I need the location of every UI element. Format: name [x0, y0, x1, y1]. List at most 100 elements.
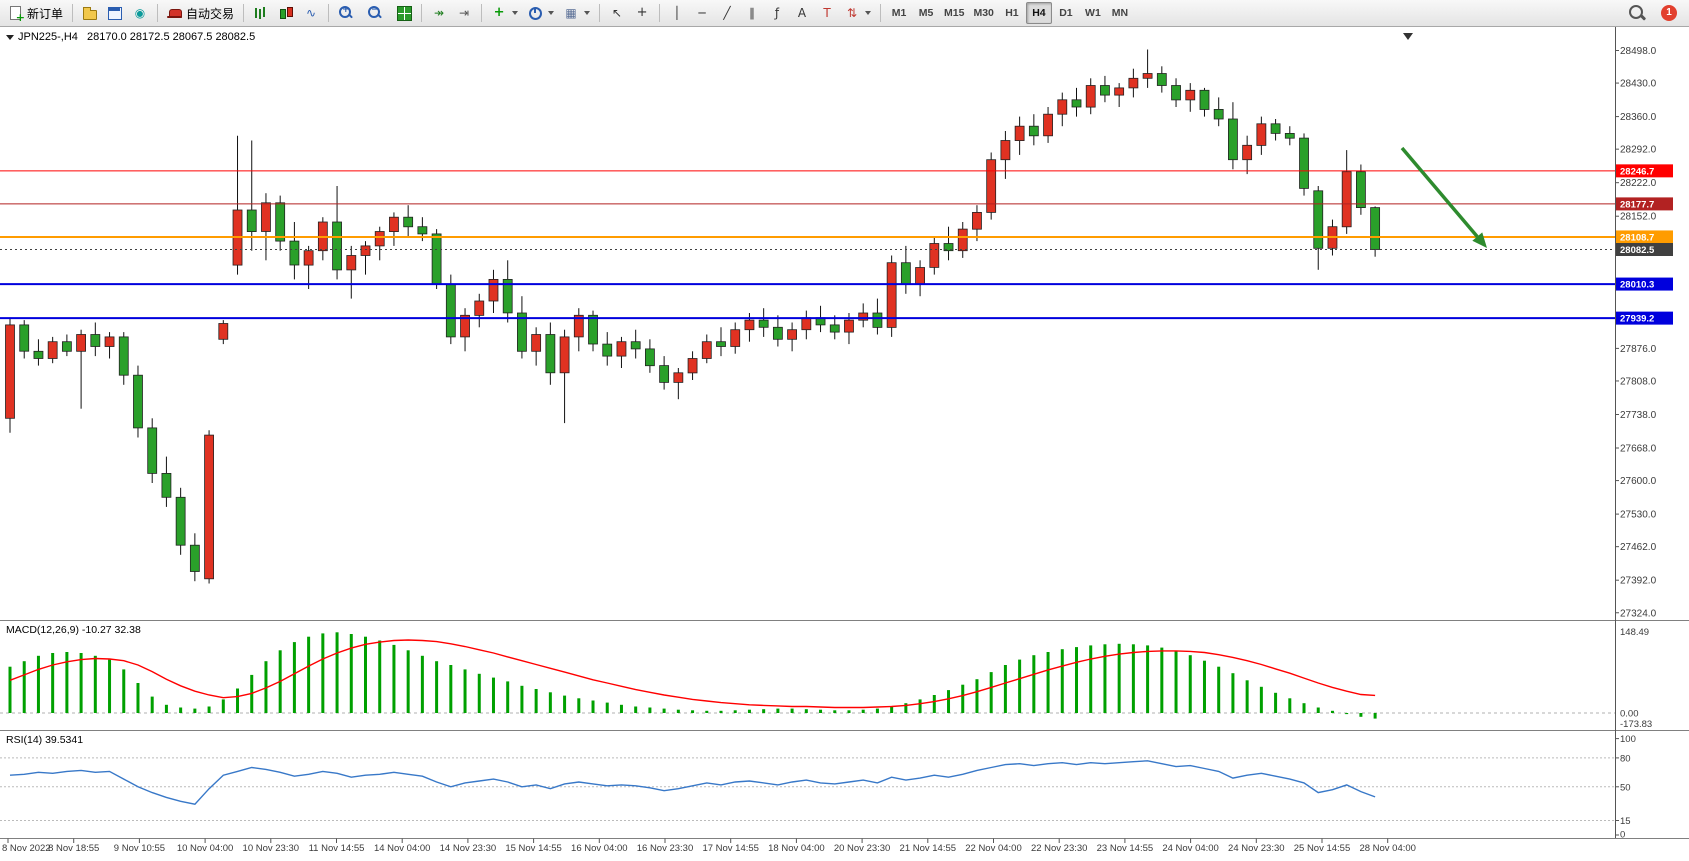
price-tag — [1616, 242, 1673, 256]
cursor-button[interactable]: ↖ — [605, 2, 629, 24]
price-axis-label: 27600.0 — [1620, 476, 1657, 487]
time-axis-label: 18 Nov 04:00 — [768, 843, 825, 854]
hline-icon: ─ — [698, 6, 706, 20]
templates-button[interactable]: ▦ — [559, 2, 594, 24]
candlestick-chart-button[interactable] — [274, 2, 298, 24]
arrow-annotation-head[interactable] — [1472, 232, 1487, 248]
timeframe-h1-button[interactable]: H1 — [999, 2, 1025, 24]
zoom-out-button[interactable]: − — [363, 2, 391, 24]
time-axis-label: 23 Nov 14:55 — [1097, 843, 1154, 854]
rsi-axis-label: 0 — [1620, 830, 1625, 841]
sound-icon: ◉ — [134, 6, 146, 20]
price-axis-label: 27668.0 — [1620, 444, 1657, 455]
price-axis-label: 28498.0 — [1620, 46, 1657, 57]
candle — [1356, 171, 1366, 208]
time-axis-label: 22 Nov 04:00 — [965, 843, 1022, 854]
chart-title: JPN225-,H4 28170.0 28172.5 28067.5 28082… — [6, 31, 255, 43]
arrows-button[interactable]: ⇅ — [840, 2, 875, 24]
candle — [275, 202, 286, 242]
candle — [502, 278, 513, 314]
line-chart-button[interactable]: ∿ — [299, 2, 323, 24]
candle — [175, 496, 186, 546]
candle — [1142, 73, 1153, 79]
arrow-obj-icon: ⇅ — [847, 6, 858, 20]
candle — [332, 221, 342, 271]
profiles-button[interactable] — [78, 2, 102, 24]
chart-shift-icon: ⇥ — [459, 6, 470, 20]
chevron-down-icon — [584, 11, 591, 15]
timeframe-h4-button[interactable]: H4 — [1025, 2, 1052, 24]
candle — [829, 324, 840, 333]
candle — [659, 365, 670, 383]
timeframe-w1-button[interactable]: W1 — [1080, 2, 1106, 24]
tile-windows-button[interactable] — [392, 2, 416, 24]
toolbar-separator — [481, 4, 483, 22]
crosshair-button[interactable]: + — [630, 2, 654, 24]
timeframe-d1-button[interactable]: D1 — [1053, 2, 1079, 24]
rsi-axis-label: 50 — [1620, 782, 1631, 793]
candle — [417, 226, 428, 235]
search-button[interactable] — [1623, 2, 1651, 24]
toolbar: 新订单◉自动交易∿+−↠⇥+▦↖+│─╱∥ƒAT⇅M1M5M15M30H1H4D… — [0, 0, 1689, 27]
trendline-button[interactable]: ╱ — [715, 2, 739, 24]
zoom-in-button[interactable]: + — [334, 2, 362, 24]
text-button[interactable]: A — [790, 2, 814, 24]
chart-shift-marker[interactable] — [1403, 33, 1413, 40]
candle — [19, 324, 30, 352]
indicators-button[interactable]: + — [487, 2, 522, 24]
time-axis-label: 20 Nov 23:30 — [834, 843, 891, 854]
candle — [33, 350, 44, 359]
candle — [1100, 85, 1110, 96]
timeframe-mn-button[interactable]: MN — [1107, 2, 1133, 24]
timeframe-m15-button[interactable]: M15 — [940, 2, 968, 24]
text-label-button[interactable]: T — [815, 2, 839, 24]
candle — [1341, 171, 1352, 228]
collapse-icon[interactable] — [6, 35, 14, 40]
equidistant-channel-button[interactable]: ∥ — [740, 2, 764, 24]
candle — [545, 334, 556, 374]
price-axis-label: 27462.0 — [1620, 542, 1657, 553]
text-t-icon: T — [823, 6, 831, 20]
arrow-annotation[interactable] — [1400, 146, 1479, 238]
candle — [445, 283, 456, 338]
notification-badge[interactable]: 1 — [1661, 5, 1677, 21]
timeframe-m30-button[interactable]: M30 — [969, 2, 997, 24]
timeframe-m5-button[interactable]: M5 — [913, 2, 939, 24]
template-icon: ▦ — [565, 6, 577, 20]
candle — [47, 341, 58, 359]
candle — [1071, 99, 1082, 108]
vertical-line-button[interactable]: │ — [665, 2, 689, 24]
trendline-icon: ╱ — [723, 6, 731, 20]
search-icon — [1627, 4, 1647, 22]
candle — [346, 255, 357, 271]
candle — [588, 314, 598, 345]
bars-icon — [253, 6, 269, 20]
alerts-button[interactable]: ◉ — [128, 2, 152, 24]
auto-scroll-button[interactable]: ↠ — [427, 2, 451, 24]
horizontal-line-button[interactable]: ─ — [690, 2, 714, 24]
chart-shift-button[interactable]: ⇥ — [452, 2, 476, 24]
auto-trading-label: 自动交易 — [186, 6, 235, 21]
candle — [1043, 113, 1053, 137]
fibonacci-button[interactable]: ƒ — [765, 2, 789, 24]
auto-scroll-icon: ↠ — [434, 6, 445, 20]
candle — [460, 314, 470, 338]
auto-trading-button[interactable]: 自动交易 — [163, 2, 238, 24]
bar-chart-button[interactable] — [249, 2, 273, 24]
time-axis-label: 9 Nov 10:55 — [114, 843, 165, 854]
candle — [943, 243, 954, 252]
toolbar-separator — [328, 4, 330, 22]
timeframe-m1-button[interactable]: M1 — [886, 2, 912, 24]
ind-add-icon: + — [493, 5, 505, 20]
periods-button[interactable] — [523, 2, 558, 24]
time-axis-label: 28 Nov 04:00 — [1359, 843, 1416, 854]
price-tag-label: 28010.3 — [1620, 280, 1654, 291]
window-icon — [107, 6, 123, 20]
text-a-icon: A — [797, 6, 807, 20]
rsi-label-text: RSI(14) 39.5341 — [6, 734, 84, 746]
market-watch-button[interactable] — [103, 2, 127, 24]
time-axis-label: 16 Nov 04:00 — [571, 843, 628, 854]
candle — [602, 343, 613, 357]
new-order-button[interactable]: 新订单 — [4, 2, 67, 24]
